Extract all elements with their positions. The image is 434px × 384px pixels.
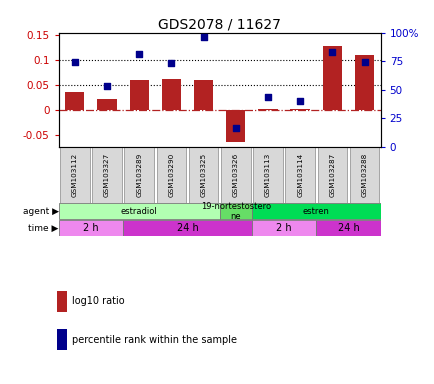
Point [135, 51, 142, 57]
Text: GSM103114: GSM103114 [296, 153, 302, 197]
Point [232, 124, 239, 131]
Text: 2 h: 2 h [83, 223, 99, 233]
Text: GSM103327: GSM103327 [104, 153, 110, 197]
Text: GSM103288: GSM103288 [361, 153, 367, 197]
Text: 2 h: 2 h [276, 223, 291, 233]
Bar [251, 220, 316, 236]
Bar [290, 109, 309, 110]
Text: time ▶: time ▶ [28, 223, 59, 232]
Text: agent ▶: agent ▶ [23, 207, 59, 216]
Point [103, 83, 110, 89]
Bar [251, 204, 380, 219]
Point [200, 34, 207, 40]
Bar [220, 147, 250, 203]
Bar [59, 220, 123, 236]
Text: estradiol: estradiol [121, 207, 157, 216]
Text: 24 h: 24 h [176, 223, 198, 233]
Bar [317, 147, 346, 203]
Bar [60, 147, 89, 203]
Bar [123, 220, 251, 236]
Point [168, 60, 174, 66]
Point [71, 60, 78, 66]
Bar [253, 147, 282, 203]
Bar [161, 79, 181, 110]
Bar [124, 147, 154, 203]
Title: GDS2078 / 11627: GDS2078 / 11627 [158, 18, 280, 31]
Text: GSM103325: GSM103325 [200, 153, 206, 197]
Bar [226, 110, 245, 142]
Bar [92, 147, 122, 203]
Text: GSM103290: GSM103290 [168, 153, 174, 197]
Text: estren: estren [302, 207, 329, 216]
Bar [188, 147, 218, 203]
Point [264, 94, 271, 100]
Text: GSM103326: GSM103326 [232, 153, 238, 197]
Text: GSM103289: GSM103289 [136, 153, 142, 197]
Bar [65, 93, 84, 110]
Text: GSM103287: GSM103287 [329, 153, 335, 197]
Point [328, 48, 335, 55]
Bar [258, 109, 277, 110]
Text: 24 h: 24 h [337, 223, 358, 233]
Text: percentile rank within the sample: percentile rank within the sample [72, 335, 236, 345]
Bar [156, 147, 186, 203]
Bar [285, 147, 314, 203]
Bar [354, 55, 373, 110]
Text: 19-nortestostero
ne: 19-nortestostero ne [200, 202, 270, 221]
Bar [219, 204, 251, 219]
Point [360, 60, 367, 66]
Bar [322, 46, 341, 110]
Bar [194, 80, 213, 110]
Bar [349, 147, 378, 203]
Bar [316, 220, 380, 236]
Bar [97, 99, 116, 110]
Text: GSM103112: GSM103112 [72, 153, 78, 197]
Bar [129, 80, 148, 110]
Bar [59, 204, 219, 219]
Text: GSM103113: GSM103113 [264, 153, 270, 197]
Text: log10 ratio: log10 ratio [72, 296, 124, 306]
Point [296, 98, 303, 104]
